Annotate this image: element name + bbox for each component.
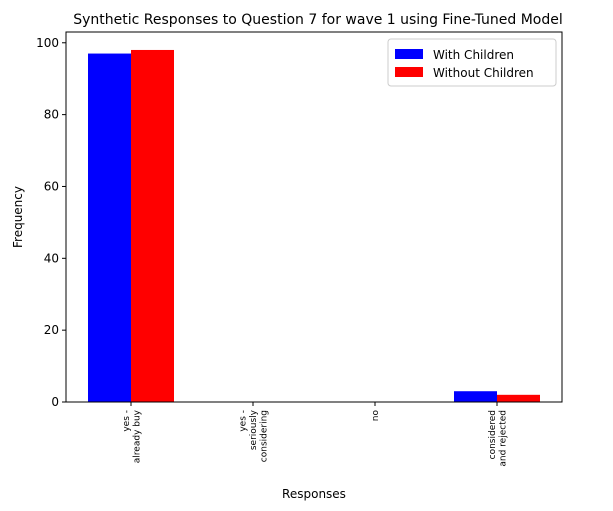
legend-label-with-children: With Children — [433, 48, 514, 62]
chart-title: Synthetic Responses to Question 7 for wa… — [73, 12, 563, 28]
legend: With Children Without Children — [387, 38, 557, 87]
legend-swatch-with-children — [395, 49, 423, 59]
y-tick-label-5: 100 — [36, 36, 59, 50]
y-tick-label-4: 80 — [44, 108, 59, 122]
legend-box — [387, 38, 557, 87]
legend-label-without-children: Without Children — [433, 66, 534, 80]
bar-without-children-0 — [131, 49, 174, 402]
x-tick-label-2: no — [371, 410, 381, 422]
x-tick-label-1: yes -seriouslyconsidering — [239, 409, 270, 462]
y-tick-label-0: 0 — [51, 395, 59, 409]
bar-with-children-3 — [454, 391, 497, 402]
bar-without-children-3 — [497, 394, 540, 402]
bars-group — [88, 49, 540, 402]
y-axis-ticks: 0 20 40 60 80 100 — [36, 36, 66, 409]
y-axis-label: Frequency — [11, 186, 25, 248]
y-tick-label-1: 20 — [44, 323, 59, 337]
x-tick-label-3: consideredand rejected — [488, 410, 509, 467]
x-axis-ticks: yes -already buy yes -seriouslyconsiderin… — [122, 402, 509, 467]
plot-frame — [65, 31, 563, 403]
y-tick-label-3: 60 — [44, 179, 59, 193]
bar-with-children-0 — [88, 53, 131, 402]
legend-swatch-without-children — [395, 67, 423, 77]
x-tick-label-0: yes -already buy — [122, 409, 143, 463]
y-tick-label-2: 40 — [44, 251, 59, 265]
x-axis-label: Responses — [282, 487, 346, 501]
